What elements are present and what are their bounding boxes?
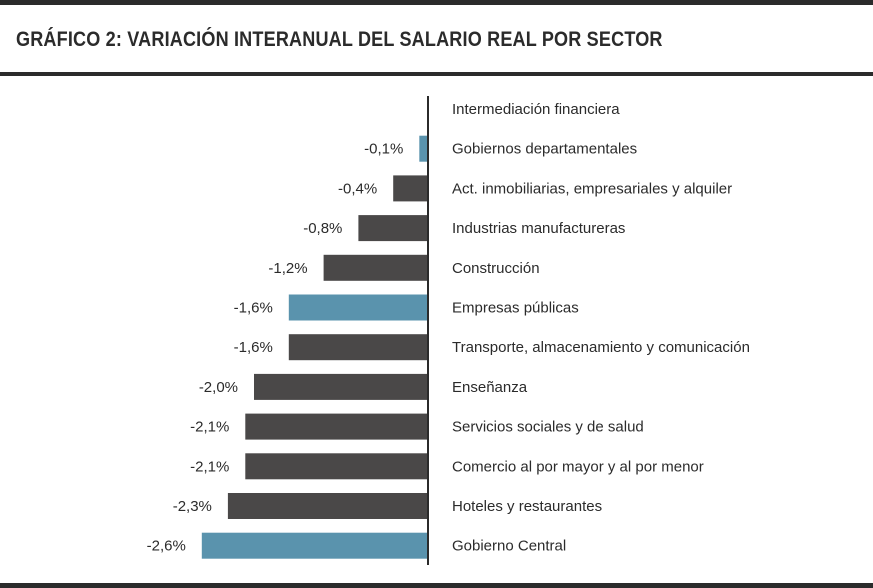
bar: [419, 135, 428, 162]
value-label: -0,8%: [303, 220, 342, 237]
title-rule: [0, 72, 873, 76]
category-labels-group: Intermediación financiera Gobiernos depar…: [452, 101, 750, 555]
value-label: -2,3%: [173, 498, 212, 515]
value-label: -0,4%: [338, 180, 377, 197]
category-label: Servicios sociales y de salud: [452, 419, 644, 436]
value-labels-group: -0,1% -0,4% -0,8% -1,2% -1,6% -1,6% -2,0% -2,1%…: [147, 141, 404, 555]
category-label: Transporte, almacenamiento y comunicació…: [452, 339, 750, 356]
bar: [288, 334, 428, 361]
category-label: Gobiernos departamentales: [452, 141, 637, 158]
top-rule: [0, 0, 873, 5]
category-label: Act. inmobiliarias, empresariales y alqu…: [452, 180, 732, 197]
category-label: Gobierno Central: [452, 538, 566, 555]
bars-group: [201, 135, 428, 559]
bar: [323, 254, 428, 281]
chart-title: GRÁFICO 2: VARIACIÓN INTERANUAL DEL SALA…: [16, 28, 663, 51]
value-label: -1,6%: [234, 339, 273, 356]
value-label: -2,6%: [147, 538, 186, 555]
bar: [254, 373, 428, 400]
category-label: Comercio al por mayor y al por menor: [452, 458, 704, 475]
bar: [201, 532, 428, 559]
category-label: Construcción: [452, 260, 540, 277]
category-label: Hoteles y restaurantes: [452, 498, 602, 515]
value-label: -2,0%: [199, 379, 238, 396]
bar: [358, 215, 428, 242]
bar: [245, 413, 428, 440]
bar: [393, 175, 428, 202]
value-label: -2,1%: [190, 419, 229, 436]
bar: [245, 453, 428, 480]
bar: [288, 294, 428, 321]
bar-chart: -0,1% -0,4% -0,8% -1,2% -1,6% -1,6% -2,0% -2,1%…: [147, 96, 750, 565]
value-label: -0,1%: [364, 141, 403, 158]
category-label: Industrias manufactureras: [452, 220, 625, 237]
category-label: Intermediación financiera: [452, 101, 620, 118]
value-label: -2,1%: [190, 458, 229, 475]
bottom-rule: [0, 583, 873, 588]
bar: [227, 493, 428, 519]
value-label: -1,6%: [234, 300, 273, 317]
value-label: -1,2%: [268, 260, 307, 277]
category-label: Enseñanza: [452, 379, 528, 396]
category-label: Empresas públicas: [452, 300, 579, 317]
